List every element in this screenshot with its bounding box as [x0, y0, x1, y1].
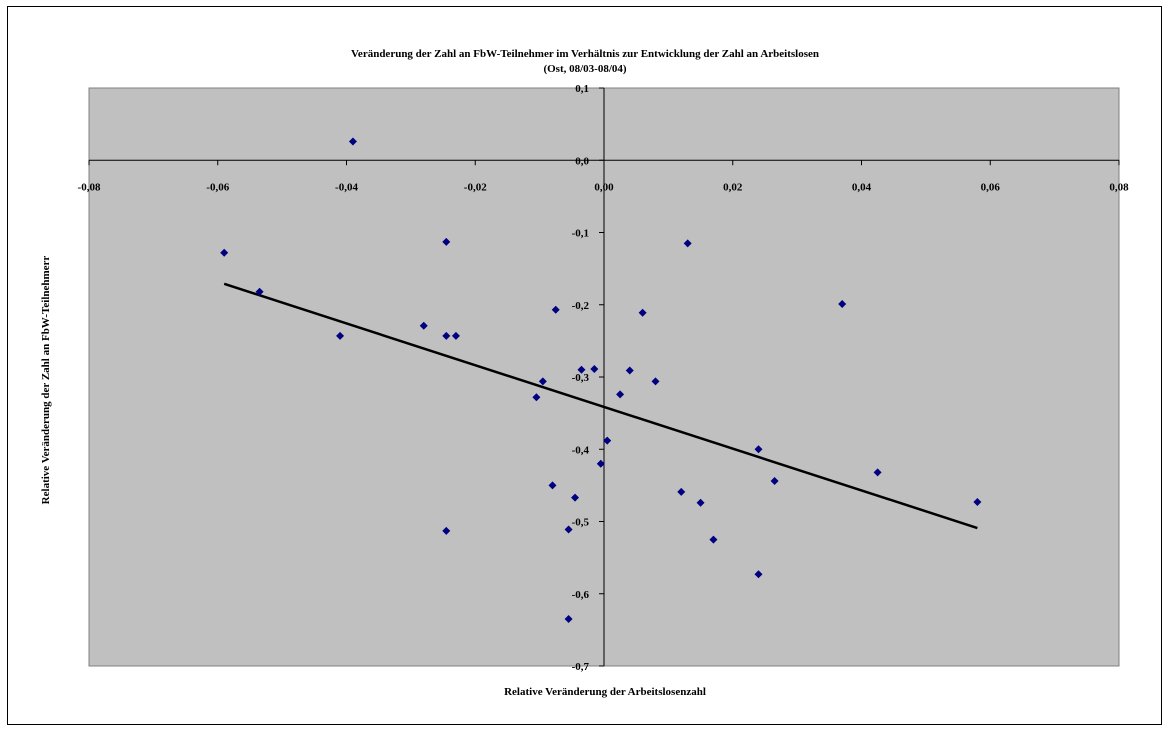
data-point	[577, 365, 586, 374]
data-point	[651, 377, 660, 386]
y-tick-label: 0,0	[575, 155, 589, 167]
data-point	[677, 487, 686, 496]
x-tick-label: -0,08	[78, 181, 101, 193]
data-point	[538, 377, 547, 386]
x-axis-label: Relative Veränderung der Arbeitslosenzah…	[504, 686, 706, 698]
data-point	[590, 365, 599, 374]
x-tick-label: 0,06	[981, 181, 1001, 193]
data-point	[442, 237, 451, 246]
data-point	[564, 615, 573, 624]
x-tick-label: -0,06	[206, 181, 229, 193]
x-tick-label: 0,04	[852, 181, 872, 193]
data-point	[696, 498, 705, 507]
y-tick-label: -0,1	[572, 228, 589, 240]
data-point	[838, 300, 847, 309]
y-tick-label: -0,4	[572, 444, 590, 456]
data-point	[754, 445, 763, 454]
data-point	[442, 331, 451, 340]
data-point	[638, 308, 647, 317]
y-tick-label: -0,3	[572, 372, 590, 384]
data-point	[348, 137, 357, 146]
data-point	[709, 535, 718, 544]
data-point	[683, 239, 692, 248]
data-point	[616, 390, 625, 399]
x-tick-label: -0,04	[335, 181, 358, 193]
data-point	[419, 321, 428, 330]
data-point	[603, 436, 612, 445]
data-point	[973, 497, 982, 506]
data-point	[625, 366, 634, 375]
data-point	[551, 305, 560, 314]
data-point	[451, 331, 460, 340]
data-point	[770, 477, 779, 486]
data-point	[873, 468, 882, 477]
x-tick-label: 0,08	[1109, 181, 1129, 193]
y-tick-label: -0,5	[572, 517, 590, 529]
x-tick-label: 0,00	[594, 181, 614, 193]
data-point	[336, 331, 345, 340]
x-tick-label: 0,02	[723, 181, 743, 193]
data-point	[255, 287, 264, 296]
trend-line	[223, 282, 978, 530]
data-point	[532, 393, 541, 402]
x-tick-label: -0,02	[464, 181, 487, 193]
data-point	[754, 570, 763, 579]
y-tick-label: -0,7	[572, 661, 590, 673]
y-tick-label: -0,2	[572, 300, 590, 312]
y-axis-label: Relative Veränderung der Zahl an FbW-Tei…	[40, 255, 52, 505]
data-point	[596, 459, 605, 468]
y-tick-label: -0,6	[572, 589, 590, 601]
chart-title: Veränderung der Zahl an FbW-Teilnehmer i…	[351, 48, 819, 60]
chart-subtitle: (Ost, 08/03-08/04)	[543, 63, 627, 75]
data-point	[571, 493, 580, 502]
data-point	[548, 481, 557, 490]
data-point	[442, 526, 451, 535]
y-tick-label: 0,1	[575, 83, 589, 95]
data-point	[564, 525, 573, 534]
data-point	[220, 248, 229, 257]
